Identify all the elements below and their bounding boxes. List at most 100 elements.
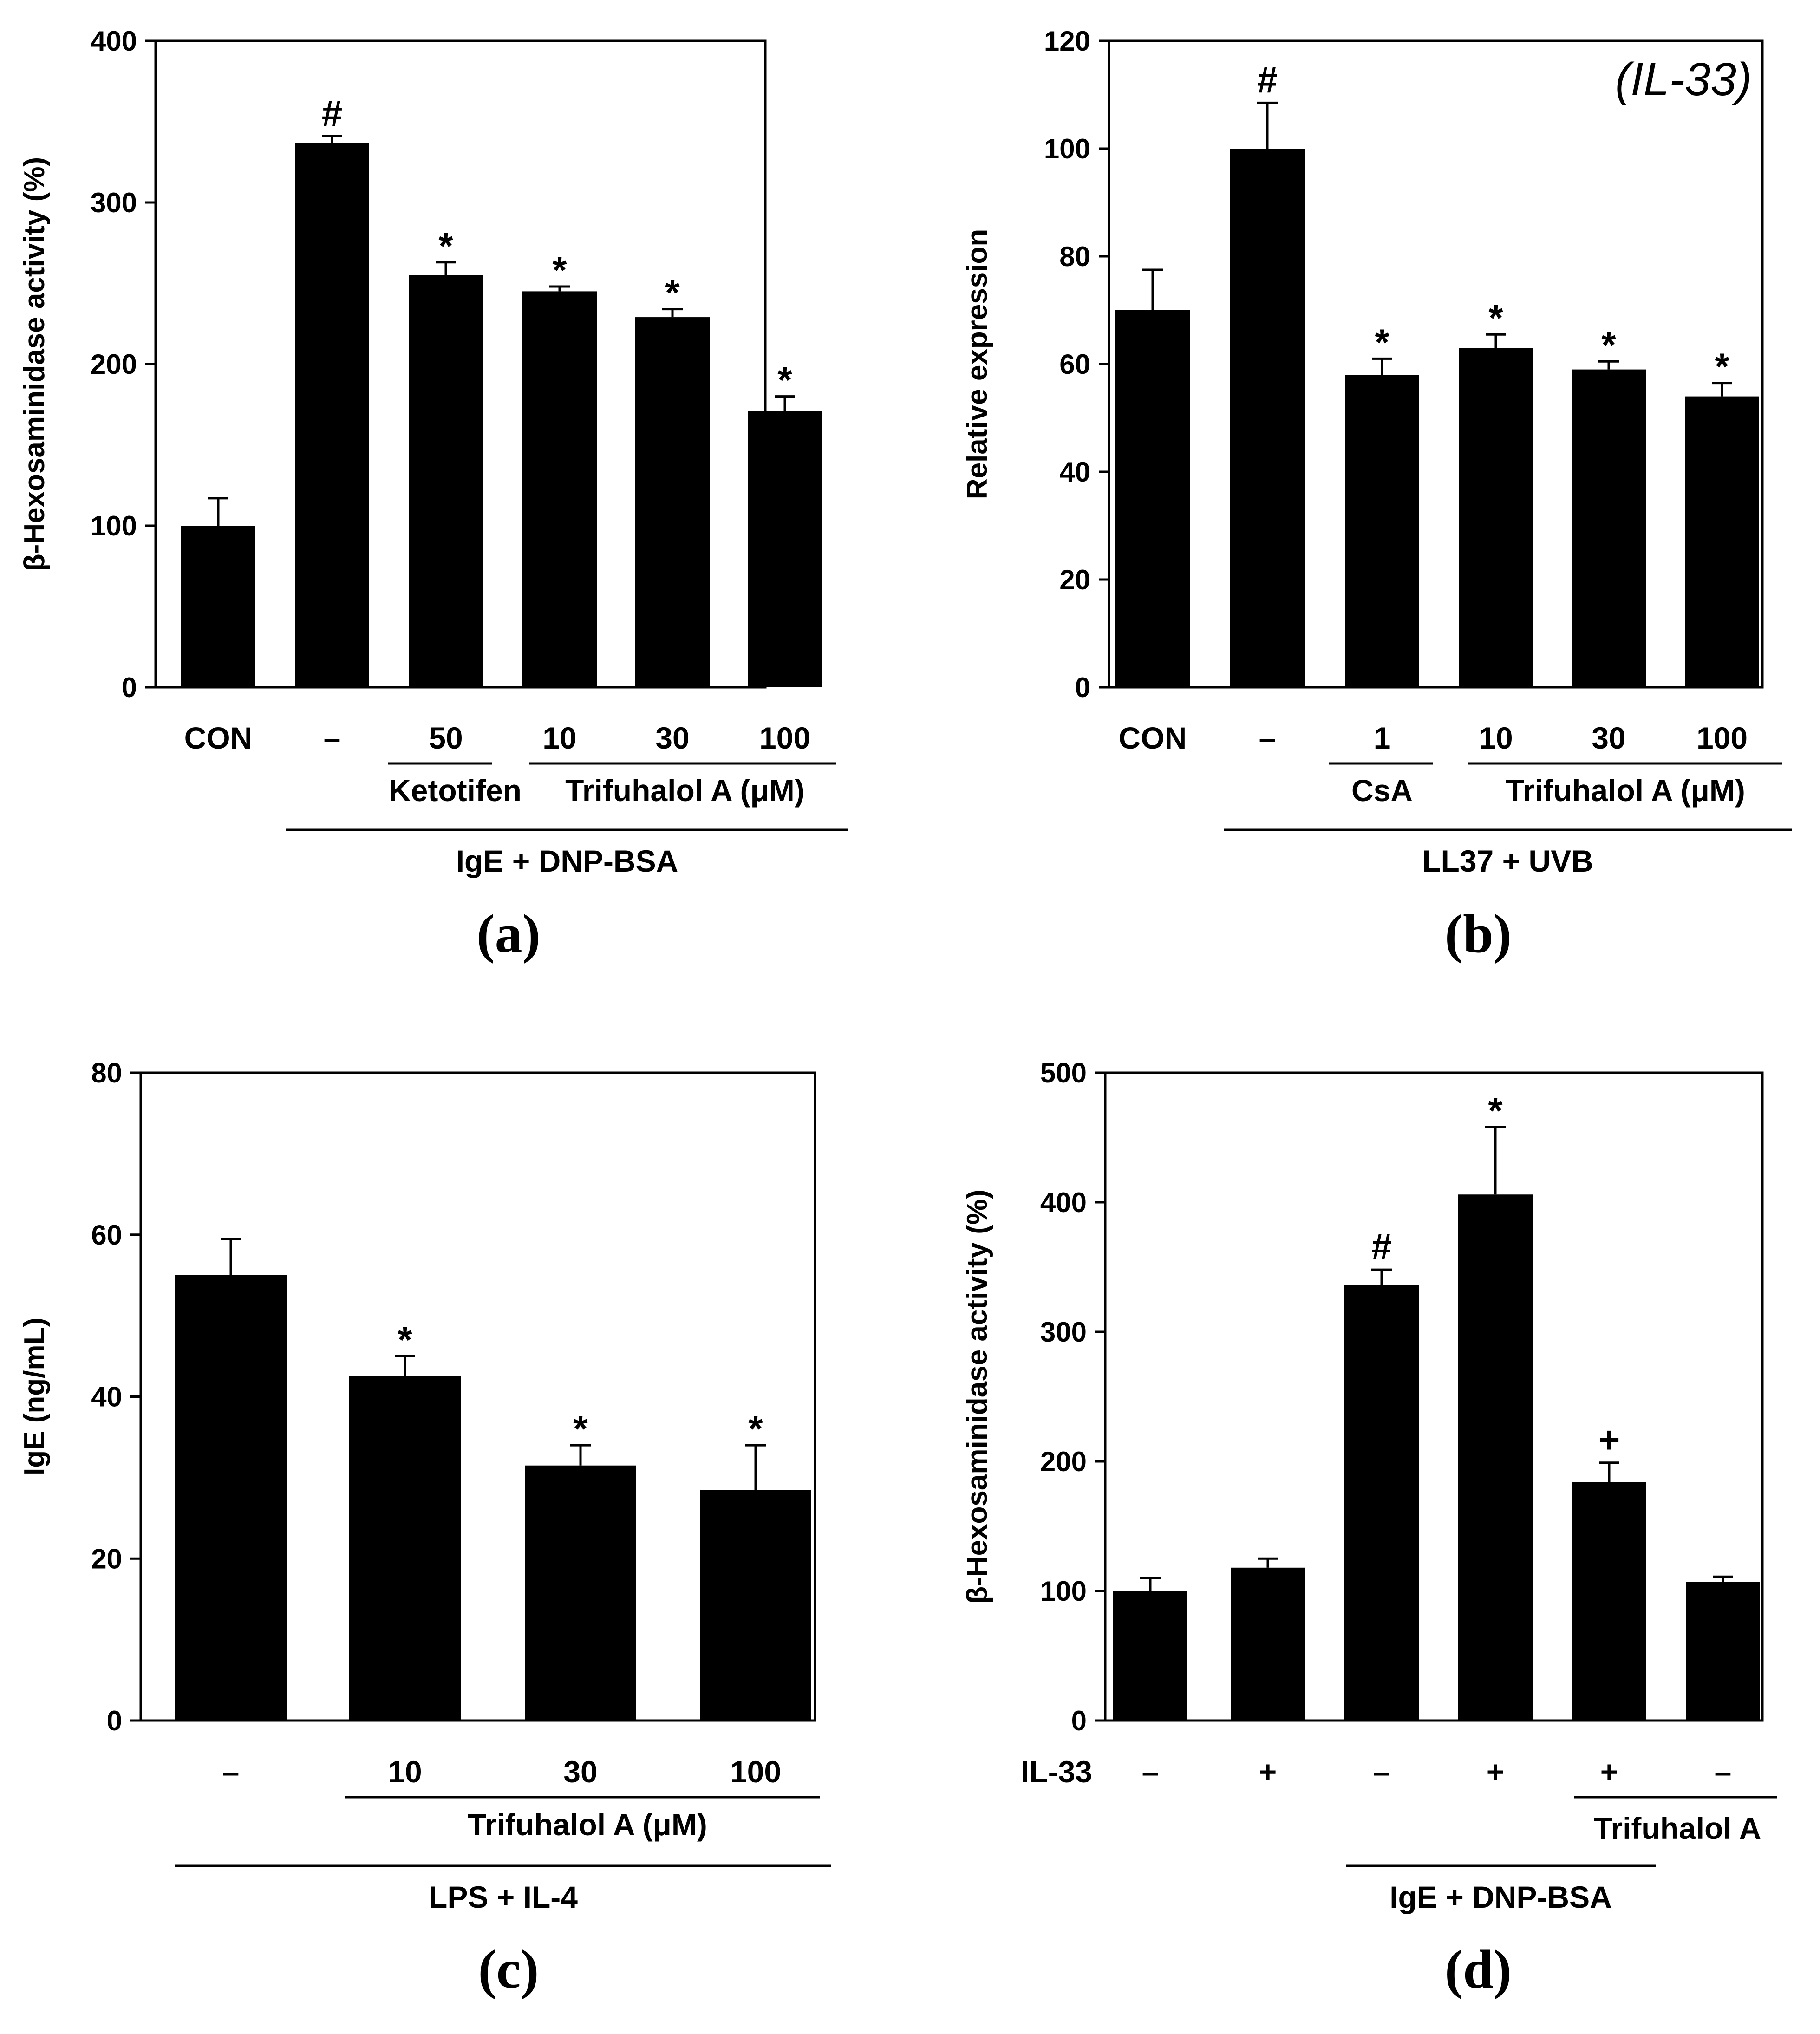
y-tick-label: 200 <box>1040 1446 1087 1477</box>
chart-panel-d: 0 100 200 300 400 500 β-Hexosaminidase activit… <box>961 1057 1777 2000</box>
category-label: – <box>1142 1754 1159 1789</box>
y-tick-label: 60 <box>91 1219 122 1251</box>
y-tick-label: 40 <box>1059 456 1090 488</box>
category-label: 10 <box>388 1754 422 1789</box>
y-tick-label: 400 <box>1040 1187 1087 1218</box>
category-label: CON <box>184 721 253 755</box>
plot-frame <box>1108 39 1764 689</box>
significance-mark: * <box>777 359 792 401</box>
group-label: Ketotifen <box>389 773 522 808</box>
y-tick-label: 20 <box>1059 564 1090 595</box>
gene-inset-label: (IL-33) <box>1615 53 1752 105</box>
significance-mark: # <box>1257 59 1278 100</box>
bar <box>1230 149 1305 687</box>
y-tick-label: 100 <box>1040 1576 1087 1607</box>
significance-mark: * <box>438 225 453 267</box>
treatment-label: LL37 + UVB <box>1422 844 1593 878</box>
y-tick-label: 500 <box>1040 1057 1087 1089</box>
significance-mark: * <box>1488 297 1503 339</box>
category-label: 50 <box>429 721 463 755</box>
category-label: CON <box>1119 721 1187 755</box>
bar <box>181 526 255 687</box>
significance-mark: * <box>552 249 567 291</box>
bar <box>1115 310 1190 687</box>
significance-mark: * <box>1488 1090 1503 1131</box>
bar <box>1231 1567 1305 1721</box>
bar <box>700 1490 811 1721</box>
y-tick-label: 400 <box>91 26 137 57</box>
y-tick-label: 0 <box>122 672 137 703</box>
y-tick-label: 0 <box>1075 672 1090 703</box>
significance-mark: + <box>1598 1419 1620 1460</box>
bar <box>295 143 369 687</box>
treatment-label: IgE + DNP-BSA <box>456 844 678 878</box>
panel-label: (a) <box>476 903 541 964</box>
y-tick-label: 40 <box>91 1382 122 1413</box>
bar <box>1459 348 1533 687</box>
bar <box>1458 1194 1533 1721</box>
category-label: 10 <box>542 721 576 755</box>
chart-panel-b: 0 20 40 60 80 100 120 Relative expression CON # – *… <box>961 26 1792 964</box>
group-label: Trifuhalol A (μM) <box>565 773 805 808</box>
bar <box>635 317 710 687</box>
category-label: + <box>1487 1754 1505 1789</box>
bar <box>1572 1482 1646 1721</box>
panel-label: (b) <box>1445 903 1512 964</box>
treatment-label: IgE + DNP-BSA <box>1389 1880 1612 1914</box>
bar <box>748 411 822 687</box>
category-label: + <box>1259 1754 1277 1789</box>
bar <box>175 1275 287 1721</box>
category-label: 10 <box>1479 721 1513 755</box>
panel-label: (c) <box>478 1939 539 2000</box>
y-tick-label: 0 <box>1071 1705 1087 1736</box>
panel-label: (d) <box>1445 1939 1512 2000</box>
significance-mark: # <box>1371 1226 1392 1267</box>
y-tick-label: 20 <box>91 1543 122 1574</box>
y-tick-label: 0 <box>107 1705 122 1736</box>
y-tick-label: 200 <box>91 349 137 380</box>
category-label: – <box>1373 1754 1390 1789</box>
group-label: Trifuhalol A <box>1594 1811 1761 1845</box>
group-label: Trifuhalol A (μM) <box>1506 773 1745 808</box>
bar <box>1344 1285 1419 1721</box>
significance-mark: * <box>665 272 680 313</box>
y-tick-label: 60 <box>1059 349 1090 380</box>
y-tick-label: 300 <box>91 187 137 218</box>
category-label: 30 <box>1592 721 1625 755</box>
category-label: – <box>1259 721 1276 755</box>
chart-panel-c: 0 20 40 60 80 IgE (ng/mL) – * 10 * 30 * 100 Trifuhalo… <box>19 1057 831 2000</box>
category-label: 100 <box>759 721 810 755</box>
category-label: + <box>1600 1754 1618 1789</box>
y-tick-label: 80 <box>91 1057 122 1089</box>
bar <box>1345 375 1419 687</box>
group-label: Trifuhalol A (μM) <box>468 1807 707 1842</box>
y-tick-label: 100 <box>1044 133 1090 164</box>
significance-mark: * <box>748 1408 763 1449</box>
significance-mark: * <box>1601 324 1616 365</box>
significance-mark: # <box>322 92 343 134</box>
significance-mark: * <box>1375 321 1389 363</box>
y-tick-label: 120 <box>1044 26 1090 57</box>
bar <box>1572 369 1646 687</box>
category-label: 100 <box>730 1754 781 1789</box>
y-axis-title: β-Hexosaminidase activity (%) <box>961 1189 993 1604</box>
bar <box>1685 396 1759 687</box>
chart-panel-a: 0 100 200 300 400 β-Hexosaminidase activity (… <box>19 26 848 964</box>
category-label: 30 <box>563 1754 597 1789</box>
row-label: IL-33 <box>1021 1754 1092 1789</box>
y-tick-label: 80 <box>1059 241 1090 272</box>
y-axis-title: IgE (ng/mL) <box>19 1317 51 1476</box>
bar <box>525 1465 636 1721</box>
y-axis-title: β-Hexosaminidase activity (%) <box>19 157 51 571</box>
plot-frame <box>1104 1071 1764 1722</box>
category-label: 100 <box>1696 721 1748 755</box>
significance-mark: * <box>1715 346 1729 387</box>
y-tick-label: 300 <box>1040 1317 1087 1348</box>
category-label: – <box>1715 1754 1732 1789</box>
y-tick-label: 100 <box>91 510 137 541</box>
bar <box>409 275 483 687</box>
significance-mark: * <box>398 1319 412 1360</box>
category-label: 1 <box>1374 721 1391 755</box>
category-label: 30 <box>655 721 689 755</box>
